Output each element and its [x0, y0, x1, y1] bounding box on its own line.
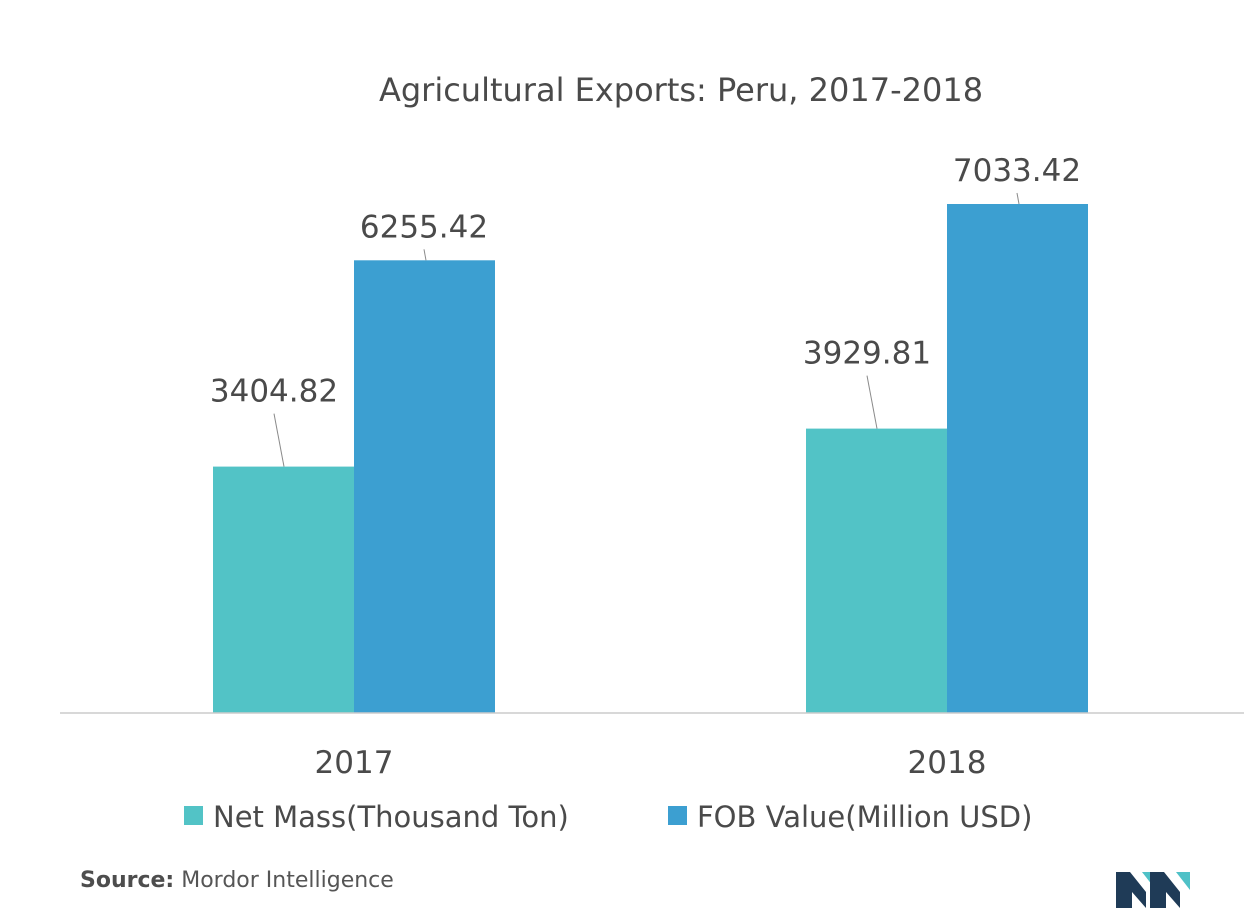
legend-label-series-2: FOB Value(Million USD) — [697, 800, 1032, 834]
labels-layer: 3404.82 6255.42 2017 3929.81 7033.42 2018 — [210, 153, 1081, 781]
bars-layer — [213, 204, 1088, 713]
source-note: Source: Mordor Intelligence — [80, 868, 394, 893]
x-tick-label-2018: 2018 — [908, 745, 987, 781]
leader-line-2018-series-1 — [866, 375, 878, 429]
data-label-2018-series-2: 7033.42 — [953, 153, 1081, 189]
leader-line-2017-series-2 — [423, 249, 427, 261]
bar-2017-series-1 — [213, 466, 354, 713]
source-text: Mordor Intelligence — [181, 868, 394, 893]
bar-2017-series-2 — [354, 260, 495, 713]
bar-2018-series-2 — [947, 204, 1088, 713]
leader-line-2017-series-1 — [273, 413, 285, 467]
legend: Net Mass(Thousand Ton) FOB Value(Million … — [184, 800, 1032, 834]
data-label-2017-series-1: 3404.82 — [210, 374, 338, 410]
legend-label-series-1: Net Mass(Thousand Ton) — [213, 800, 569, 834]
data-label-2018-series-1: 3929.81 — [803, 336, 931, 372]
x-tick-label-2017: 2017 — [315, 745, 394, 781]
bar-2018-series-1 — [806, 428, 947, 713]
legend-swatch-series-2 — [668, 806, 687, 825]
chart-title: Agricultural Exports: Peru, 2017-2018 — [379, 71, 983, 109]
source-label: Source: — [80, 868, 175, 893]
leader-line-2018-series-2 — [1016, 192, 1020, 205]
mordor-intelligence-logo-icon — [1116, 872, 1190, 908]
data-label-2017-series-2: 6255.42 — [360, 209, 488, 245]
legend-swatch-series-1 — [184, 806, 203, 825]
